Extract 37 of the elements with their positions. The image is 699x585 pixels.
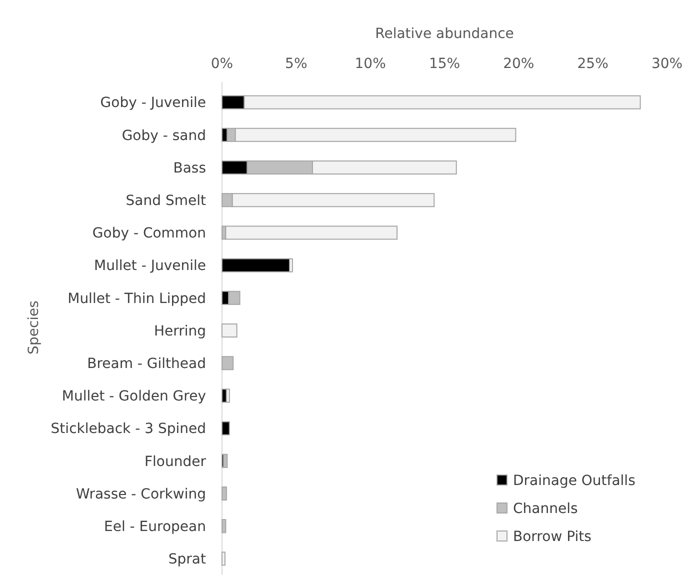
y-tick-label: Mullet - Thin Lipped	[68, 290, 206, 307]
y-tick-label: Bream - Gilthead	[87, 356, 206, 372]
y-tick-label: Goby - sand	[122, 128, 206, 144]
bar	[222, 323, 238, 338]
bar	[222, 552, 226, 566]
bar	[222, 421, 230, 436]
x-axis-title: Relative abundance	[375, 26, 514, 42]
bar	[222, 258, 290, 272]
x-tick-label: 20%	[503, 56, 534, 72]
bar	[222, 454, 228, 468]
y-tick-label: Eel - European	[104, 519, 206, 535]
y-tick-label: Bass	[173, 160, 206, 176]
x-tick-label: 15%	[428, 56, 460, 72]
x-tick-label: 10%	[354, 56, 386, 72]
y-tick-label: Flounder	[144, 454, 206, 470]
legend-label: Drainage Outfalls	[513, 472, 636, 489]
y-axis-title: Species	[26, 300, 42, 354]
y-tick-label: Herring	[154, 323, 206, 340]
x-tick-label: 0%	[210, 56, 234, 72]
x-tick-label: 30%	[651, 56, 683, 72]
y-tick-label: Goby - Juvenile	[100, 95, 206, 112]
y-tick-label: Mullet - Golden Grey	[62, 388, 206, 405]
y-tick-label: Stickleback - 3 Spined	[50, 421, 206, 438]
bar	[222, 486, 227, 501]
y-tick-label: Mullet - Juvenile	[94, 258, 206, 274]
y-tick-label: Wrasse - Corkwing	[76, 486, 206, 502]
x-tick-label: 25%	[577, 56, 608, 72]
legend-label: Channels	[513, 500, 578, 517]
bar	[222, 356, 234, 370]
bar	[222, 519, 226, 534]
bar	[226, 388, 230, 403]
x-tick-label: 5%	[285, 56, 308, 72]
y-tick-label: Goby - Common	[92, 226, 206, 242]
y-tick-label: Sprat	[168, 552, 206, 568]
bar	[225, 226, 398, 240]
y-tick-label: Sand Smelt	[126, 193, 206, 209]
legend-label: Borrow Pits	[513, 528, 592, 545]
